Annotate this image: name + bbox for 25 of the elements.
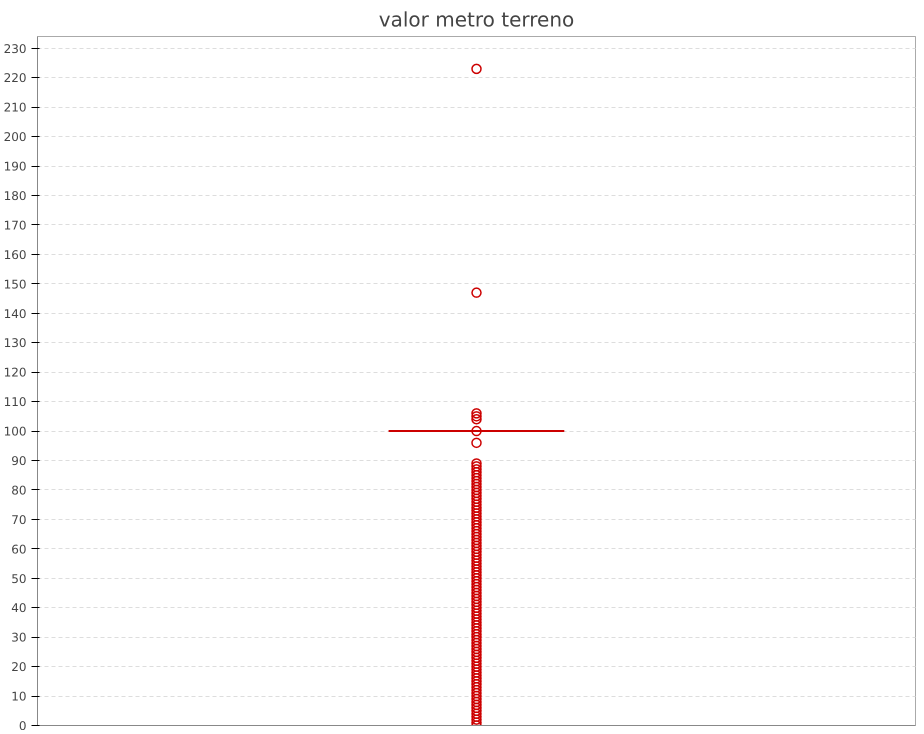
y-tick-label: 170 bbox=[4, 218, 26, 232]
y-tick-label: 60 bbox=[11, 542, 27, 556]
y-tick-label: 150 bbox=[4, 277, 26, 292]
y-tick-label: 200 bbox=[4, 130, 26, 144]
y-tick-label: 190 bbox=[4, 160, 26, 174]
y-tick-label: 140 bbox=[4, 306, 26, 321]
y-tick-label: 80 bbox=[11, 483, 27, 498]
y-tick-label: 220 bbox=[4, 71, 26, 86]
y-tick-label: 10 bbox=[11, 690, 27, 704]
y-tick-label: 160 bbox=[4, 248, 26, 262]
y-tick-label: 90 bbox=[11, 454, 27, 468]
y-tick-label: 0 bbox=[18, 719, 27, 733]
y-tick-label: 210 bbox=[4, 100, 26, 115]
y-tick-label: 130 bbox=[4, 336, 26, 350]
y-tick-label: 70 bbox=[11, 512, 27, 527]
y-tick-label: 100 bbox=[4, 424, 26, 439]
y-tick-label: 40 bbox=[11, 601, 27, 616]
y-tick-label: 110 bbox=[4, 395, 26, 410]
y-tick-label: 30 bbox=[11, 630, 27, 645]
chart-title: valor metro terreno bbox=[378, 8, 574, 32]
y-tick-label: 50 bbox=[11, 572, 27, 586]
y-tick-label: 230 bbox=[4, 42, 26, 56]
y-tick-label: 120 bbox=[4, 366, 26, 380]
y-tick-label: 20 bbox=[11, 660, 27, 674]
y-tick-label: 180 bbox=[4, 189, 26, 203]
